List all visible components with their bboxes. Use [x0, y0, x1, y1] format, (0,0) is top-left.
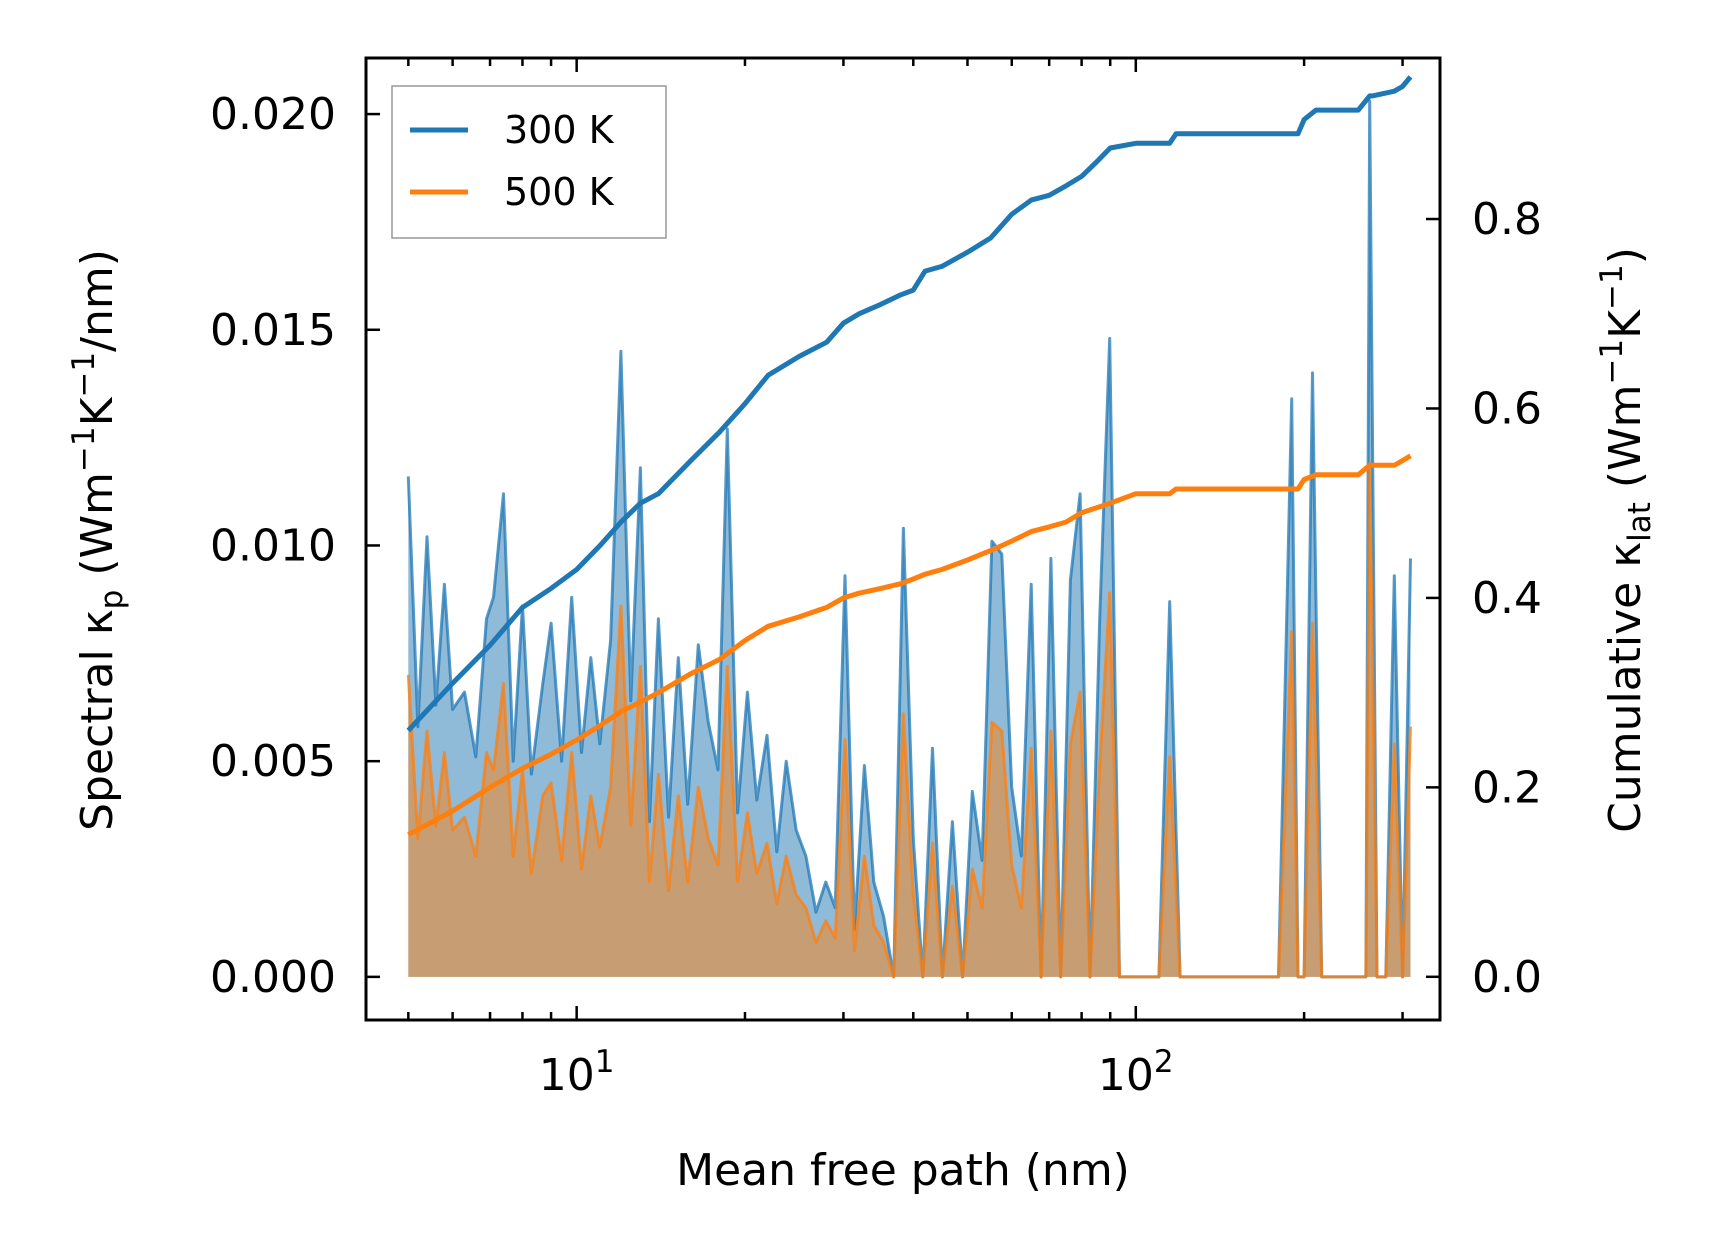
- right-y-tick-label: 0.2: [1472, 762, 1542, 813]
- spectral-line-500k: [406, 462, 1412, 979]
- x-tick-label: 102: [1098, 1044, 1174, 1101]
- left-y-axis-label: Spectral κp (Wm−1K−1/nm): [66, 249, 130, 831]
- left-y-tick-label: 0.015: [210, 305, 336, 356]
- left-y-tick-label: 0.020: [210, 89, 336, 140]
- spectral-fill-500k: [408, 463, 1411, 977]
- legend-box: [391, 85, 667, 239]
- legend: 300 K 500 K: [391, 85, 667, 239]
- cumulative-line-500k: [407, 453, 1412, 837]
- left-y-tick-label: 0.005: [210, 736, 336, 787]
- axes-frame: [364, 56, 1442, 1022]
- left-y-tick-label: 0.010: [210, 520, 336, 571]
- spectral-fill-300k: [408, 101, 1411, 977]
- x-axis-label: Mean free path (nm): [676, 1145, 1130, 1196]
- right-y-tick-label: 0.8: [1472, 194, 1542, 245]
- left-y-tick-label: 0.000: [210, 952, 336, 1003]
- legend-label: 500 K: [504, 170, 615, 214]
- x-tick-label: 101: [539, 1044, 615, 1101]
- right-y-tick-label: 0.0: [1472, 952, 1542, 1003]
- right-y-tick-label: 0.4: [1472, 573, 1542, 624]
- cumulative-line-300k: [406, 75, 1413, 733]
- right-y-axis-label: Cumulative κlat (Wm−1K−1): [1594, 247, 1658, 833]
- right-y-tick-label: 0.6: [1472, 383, 1542, 434]
- legend-label: 300 K: [504, 108, 615, 152]
- axes: 101 102 0.000 0.005 0.010 0.015 0.020 0.0 0.2 0.4…: [66, 56, 1658, 1196]
- plot-area: [406, 75, 1413, 979]
